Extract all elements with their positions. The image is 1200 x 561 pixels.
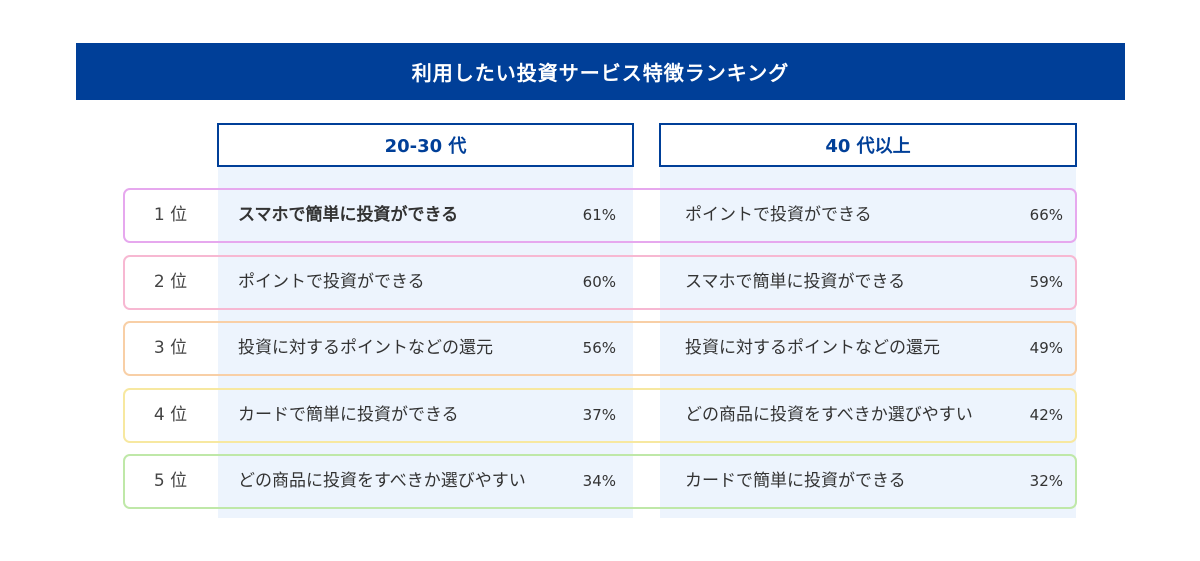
feature-label: 投資に対するポイントなどの還元 bbox=[238, 338, 493, 358]
feature-label: どの商品に投資をすべきか選びやすい bbox=[238, 471, 526, 491]
feature-label: カードで簡単に投資ができる bbox=[685, 471, 906, 491]
feature-label: 投資に対するポイントなどの還元 bbox=[685, 338, 940, 358]
rank-label: 4 位 bbox=[153, 405, 188, 425]
rank-row-frame bbox=[123, 321, 1077, 376]
column-header-40-plus: 40 代以上 bbox=[659, 123, 1077, 167]
percentage-value: 66% bbox=[1029, 206, 1063, 224]
rank-label: 5 位 bbox=[153, 471, 188, 491]
percentage-value: 61% bbox=[582, 206, 616, 224]
rank-row-frame bbox=[123, 388, 1077, 443]
column-background-40-plus bbox=[660, 167, 1076, 518]
rank-label: 1 位 bbox=[153, 205, 188, 225]
feature-label: スマホで簡単に投資ができる bbox=[685, 272, 906, 292]
feature-label: ポイントで投資ができる bbox=[685, 205, 872, 225]
feature-label: カードで簡単に投資ができる bbox=[238, 405, 459, 425]
feature-label: どの商品に投資をすべきか選びやすい bbox=[685, 405, 973, 425]
percentage-value: 42% bbox=[1029, 406, 1063, 424]
percentage-value: 60% bbox=[582, 273, 616, 291]
column-header-20-30: 20-30 代 bbox=[217, 123, 634, 167]
feature-label: ポイントで投資ができる bbox=[238, 272, 425, 292]
percentage-value: 49% bbox=[1029, 339, 1063, 357]
feature-label: スマホで簡単に投資ができる bbox=[238, 205, 459, 225]
rank-row-frame bbox=[123, 454, 1077, 509]
rank-label: 2 位 bbox=[153, 272, 188, 292]
rank-row-frame bbox=[123, 255, 1077, 310]
rank-label: 3 位 bbox=[153, 338, 188, 358]
rank-row-frame bbox=[123, 188, 1077, 243]
percentage-value: 34% bbox=[582, 472, 616, 490]
percentage-value: 37% bbox=[582, 406, 616, 424]
percentage-value: 59% bbox=[1029, 273, 1063, 291]
page-title: 利用したい投資サービス特徴ランキング bbox=[76, 43, 1125, 100]
percentage-value: 56% bbox=[582, 339, 616, 357]
percentage-value: 32% bbox=[1029, 472, 1063, 490]
column-background-20-30 bbox=[218, 167, 633, 518]
